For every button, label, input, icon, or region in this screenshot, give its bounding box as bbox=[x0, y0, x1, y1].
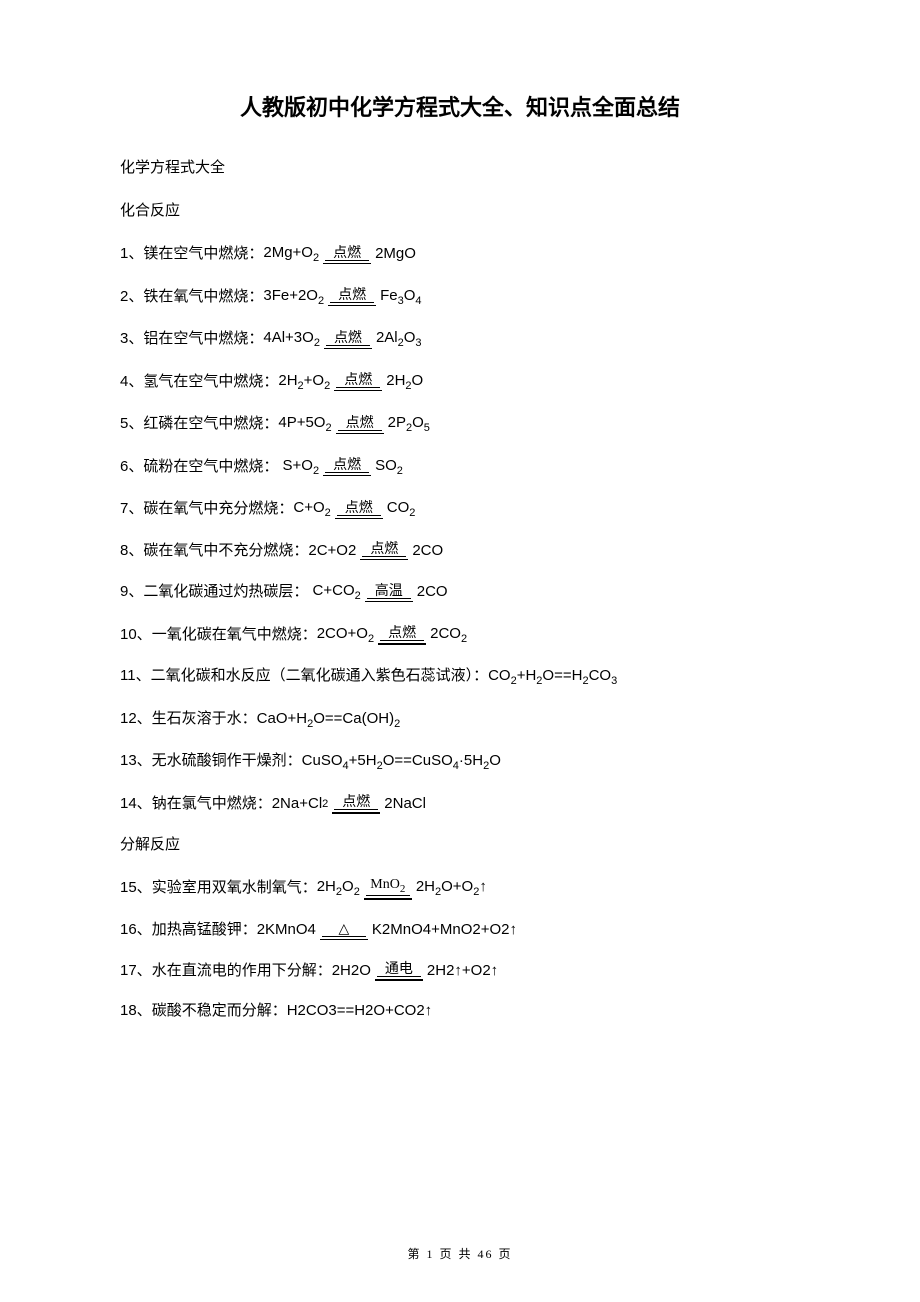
equation-line: 5、红磷在空气中燃烧：4P+5O2 点燃 2P2O5 bbox=[120, 412, 800, 437]
reaction-arrow: 点燃 bbox=[335, 500, 383, 519]
equation-line: 1、镁在空气中燃烧：2Mg+O2 点燃 2MgO bbox=[120, 242, 800, 267]
equation-line: 8、碳在氧气中不充分燃烧：2C+O2 点燃 2CO bbox=[120, 540, 800, 563]
reaction-arrow: 通电 bbox=[375, 961, 423, 980]
document-page: 人教版初中化学方程式大全、知识点全面总结 化学方程式大全 化合反应 1、镁在空气… bbox=[0, 0, 920, 1302]
reaction-arrow: 点燃 bbox=[323, 457, 371, 476]
equation-line: 9、二氧化碳通过灼热碳层： C+CO2 高温 2CO bbox=[120, 580, 800, 605]
equation-line: 2、铁在氧气中燃烧：3Fe+2O2 点燃 Fe3O4 bbox=[120, 285, 800, 310]
reaction-arrow: 点燃 bbox=[336, 415, 384, 434]
equation-line: 12、生石灰溶于水：CaO+H2O==Ca(OH)2 bbox=[120, 708, 800, 733]
reaction-arrow: MnO2 bbox=[364, 878, 412, 900]
reaction-arrow: 高温 bbox=[365, 583, 413, 602]
reaction-arrow: 点燃 bbox=[323, 245, 371, 264]
equation-line: 4、氢气在空气中燃烧：2H2+O2 点燃 2H2O bbox=[120, 370, 800, 395]
reaction-arrow: 点燃 bbox=[334, 372, 382, 391]
equation-line: 10、一氧化碳在氧气中燃烧：2CO+O2 点燃 2CO2 bbox=[120, 623, 800, 648]
equation-line: 18、碳酸不稳定而分解：H2CO3==H2O+CO2↑ bbox=[120, 1000, 800, 1023]
subsection-header: 化合反应 bbox=[120, 199, 800, 220]
reaction-arrow: 点燃 bbox=[328, 287, 376, 306]
equation-list: 1、镁在空气中燃烧：2Mg+O2 点燃 2MgO 2、铁在氧气中燃烧：3Fe+2O… bbox=[120, 242, 800, 647]
page-footer: 第 1 页 共 46 页 bbox=[0, 1245, 920, 1262]
equation-line: 13、无水硫酸铜作干燥剂：CuSO4+5H2O==CuSO4·5H2O bbox=[120, 750, 800, 775]
plain-equation-list: 11、二氧化碳和水反应（二氧化碳通入紫色石蕊试液）：CO2+H2O==H2CO3… bbox=[120, 665, 800, 775]
reaction-arrow: △ bbox=[320, 921, 368, 940]
equation-line: 6、硫粉在空气中燃烧： S+O2 点燃 SO2 bbox=[120, 455, 800, 480]
page-title: 人教版初中化学方程式大全、知识点全面总结 bbox=[120, 90, 800, 122]
reaction-arrow: 点燃 bbox=[324, 330, 372, 349]
reaction-arrow: 点燃 bbox=[378, 625, 426, 644]
equation-line: 15、实验室用双氧水制氧气：2H2O2 MnO2 2H2O+O2↑ bbox=[120, 876, 800, 901]
reaction-arrow: 点燃 bbox=[360, 541, 408, 560]
decomposition-list: 15、实验室用双氧水制氧气：2H2O2 MnO2 2H2O+O2↑ 16、加热高锰… bbox=[120, 876, 800, 982]
section-header: 化学方程式大全 bbox=[120, 156, 800, 177]
equation-line: 11、二氧化碳和水反应（二氧化碳通入紫色石蕊试液）：CO2+H2O==H2CO3 bbox=[120, 665, 800, 690]
equation-line: 14、钠在氯气中燃烧：2Na+Cl2点燃 2NaCl bbox=[120, 793, 800, 816]
equation-line: 7、碳在氧气中充分燃烧：C+O2 点燃 CO2 bbox=[120, 497, 800, 522]
reaction-arrow: 点燃 bbox=[332, 794, 380, 813]
equation-line: 16、加热高锰酸钾：2KMnO4 △ K2MnO4+MnO2+O2↑ bbox=[120, 919, 800, 942]
subsection-header: 分解反应 bbox=[120, 833, 800, 854]
equation-line: 3、铝在空气中燃烧：4Al+3O2 点燃 2Al2O3 bbox=[120, 327, 800, 352]
equation-line: 17、水在直流电的作用下分解：2H2O 通电 2H2↑+O2↑ bbox=[120, 960, 800, 983]
